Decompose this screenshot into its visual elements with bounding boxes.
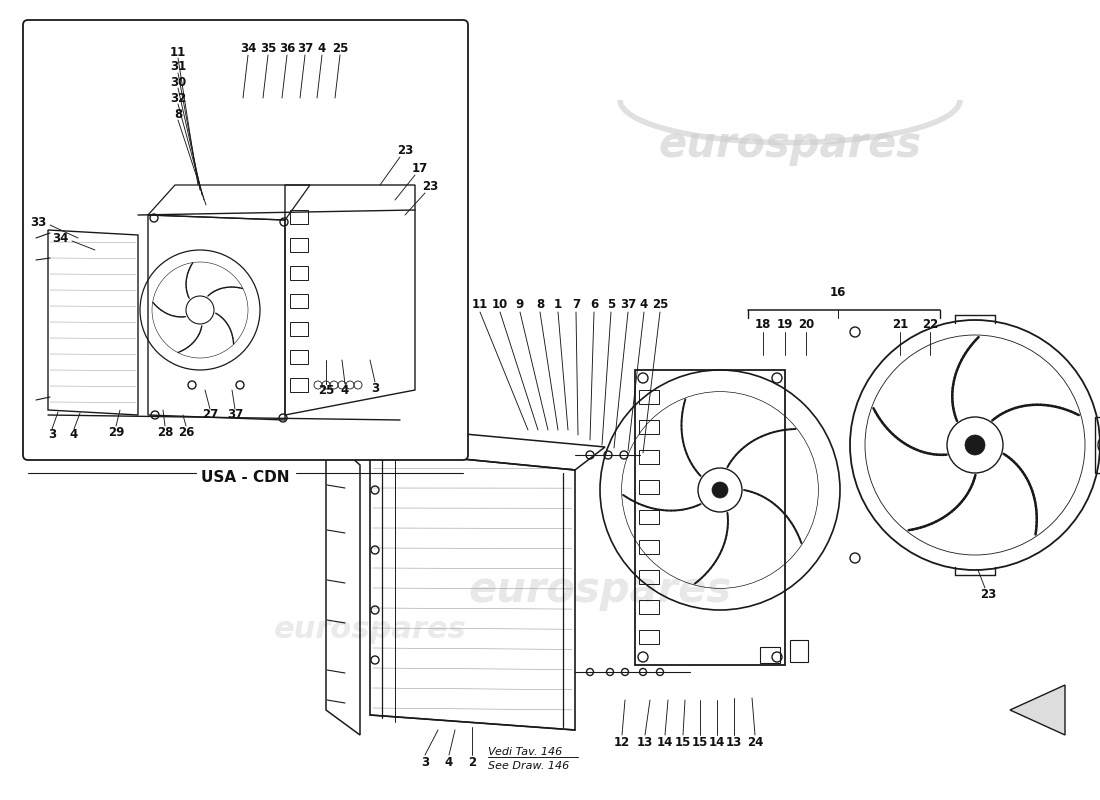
Text: 24: 24 (747, 735, 763, 749)
Bar (290, 350, 308, 364)
Text: 9: 9 (516, 298, 524, 311)
Text: 36: 36 (278, 42, 295, 54)
Bar (639, 450, 659, 464)
Text: 25: 25 (652, 298, 668, 311)
Bar (639, 420, 659, 434)
Bar (639, 630, 659, 644)
Text: 21: 21 (892, 318, 909, 331)
Text: USA - CDN: USA - CDN (201, 470, 289, 485)
Text: 34: 34 (240, 42, 256, 54)
Text: 1: 1 (554, 298, 562, 311)
Bar (290, 238, 308, 252)
Text: See Draw. 146: See Draw. 146 (488, 761, 570, 771)
Text: 23: 23 (397, 143, 414, 157)
Text: 3: 3 (421, 755, 429, 769)
Bar (290, 322, 308, 336)
Text: 16: 16 (829, 286, 846, 299)
Bar (790, 640, 808, 662)
Text: 18: 18 (755, 318, 771, 331)
Text: 23: 23 (980, 589, 997, 602)
Text: eurospares: eurospares (141, 278, 299, 302)
Text: 11: 11 (472, 298, 488, 311)
Polygon shape (1010, 685, 1065, 735)
Text: 25: 25 (318, 383, 334, 397)
Text: 20: 20 (798, 318, 814, 331)
Text: 7: 7 (572, 298, 580, 311)
Text: 4: 4 (341, 383, 349, 397)
Text: eurospares: eurospares (469, 569, 732, 611)
Text: 3: 3 (48, 429, 56, 442)
Bar (760, 647, 780, 663)
Text: 15: 15 (674, 735, 691, 749)
Text: 6: 6 (590, 298, 598, 311)
Text: 8: 8 (174, 107, 183, 121)
Bar (290, 378, 308, 392)
Bar (639, 390, 659, 404)
Text: 23: 23 (422, 179, 438, 193)
Text: 3: 3 (371, 382, 380, 394)
Text: 13: 13 (726, 735, 742, 749)
Text: 8: 8 (536, 298, 544, 311)
Text: 11: 11 (169, 46, 186, 58)
Bar (290, 210, 308, 224)
Bar (639, 480, 659, 494)
Bar (639, 510, 659, 524)
Text: 37: 37 (620, 298, 636, 311)
Text: 22: 22 (922, 318, 938, 331)
Text: 34: 34 (52, 231, 68, 245)
Bar (639, 570, 659, 584)
Text: 29: 29 (108, 426, 124, 438)
Text: 26: 26 (178, 426, 195, 438)
Text: 4: 4 (444, 755, 453, 769)
Circle shape (712, 482, 728, 498)
Text: 32: 32 (169, 91, 186, 105)
Bar (290, 266, 308, 280)
Text: 30: 30 (169, 75, 186, 89)
Text: 37: 37 (227, 409, 243, 422)
Text: 14: 14 (657, 735, 673, 749)
Text: 2: 2 (468, 755, 476, 769)
Bar (639, 600, 659, 614)
Text: 13: 13 (637, 735, 653, 749)
Bar (639, 540, 659, 554)
Text: 35: 35 (260, 42, 276, 54)
FancyBboxPatch shape (23, 20, 468, 460)
Text: 10: 10 (492, 298, 508, 311)
Text: 15: 15 (692, 735, 708, 749)
Text: 17: 17 (411, 162, 428, 174)
Text: 37: 37 (297, 42, 313, 54)
Text: 5: 5 (607, 298, 615, 311)
Text: 14: 14 (708, 735, 725, 749)
Text: 27: 27 (202, 409, 218, 422)
Bar (290, 294, 308, 308)
Bar (635, 370, 785, 665)
Text: 33: 33 (30, 215, 46, 229)
Bar (1094, 417, 1100, 473)
Text: eurospares: eurospares (659, 124, 922, 166)
Text: 25: 25 (332, 42, 349, 54)
Circle shape (965, 435, 985, 455)
Text: 28: 28 (157, 426, 173, 438)
Text: 31: 31 (169, 61, 186, 74)
Text: 12: 12 (614, 735, 630, 749)
Text: 4: 4 (70, 429, 78, 442)
Text: Vedi Tav. 146: Vedi Tav. 146 (488, 747, 562, 757)
Text: 4: 4 (318, 42, 326, 54)
Text: eurospares: eurospares (274, 615, 466, 645)
Text: 4: 4 (640, 298, 648, 311)
Text: 19: 19 (777, 318, 793, 331)
